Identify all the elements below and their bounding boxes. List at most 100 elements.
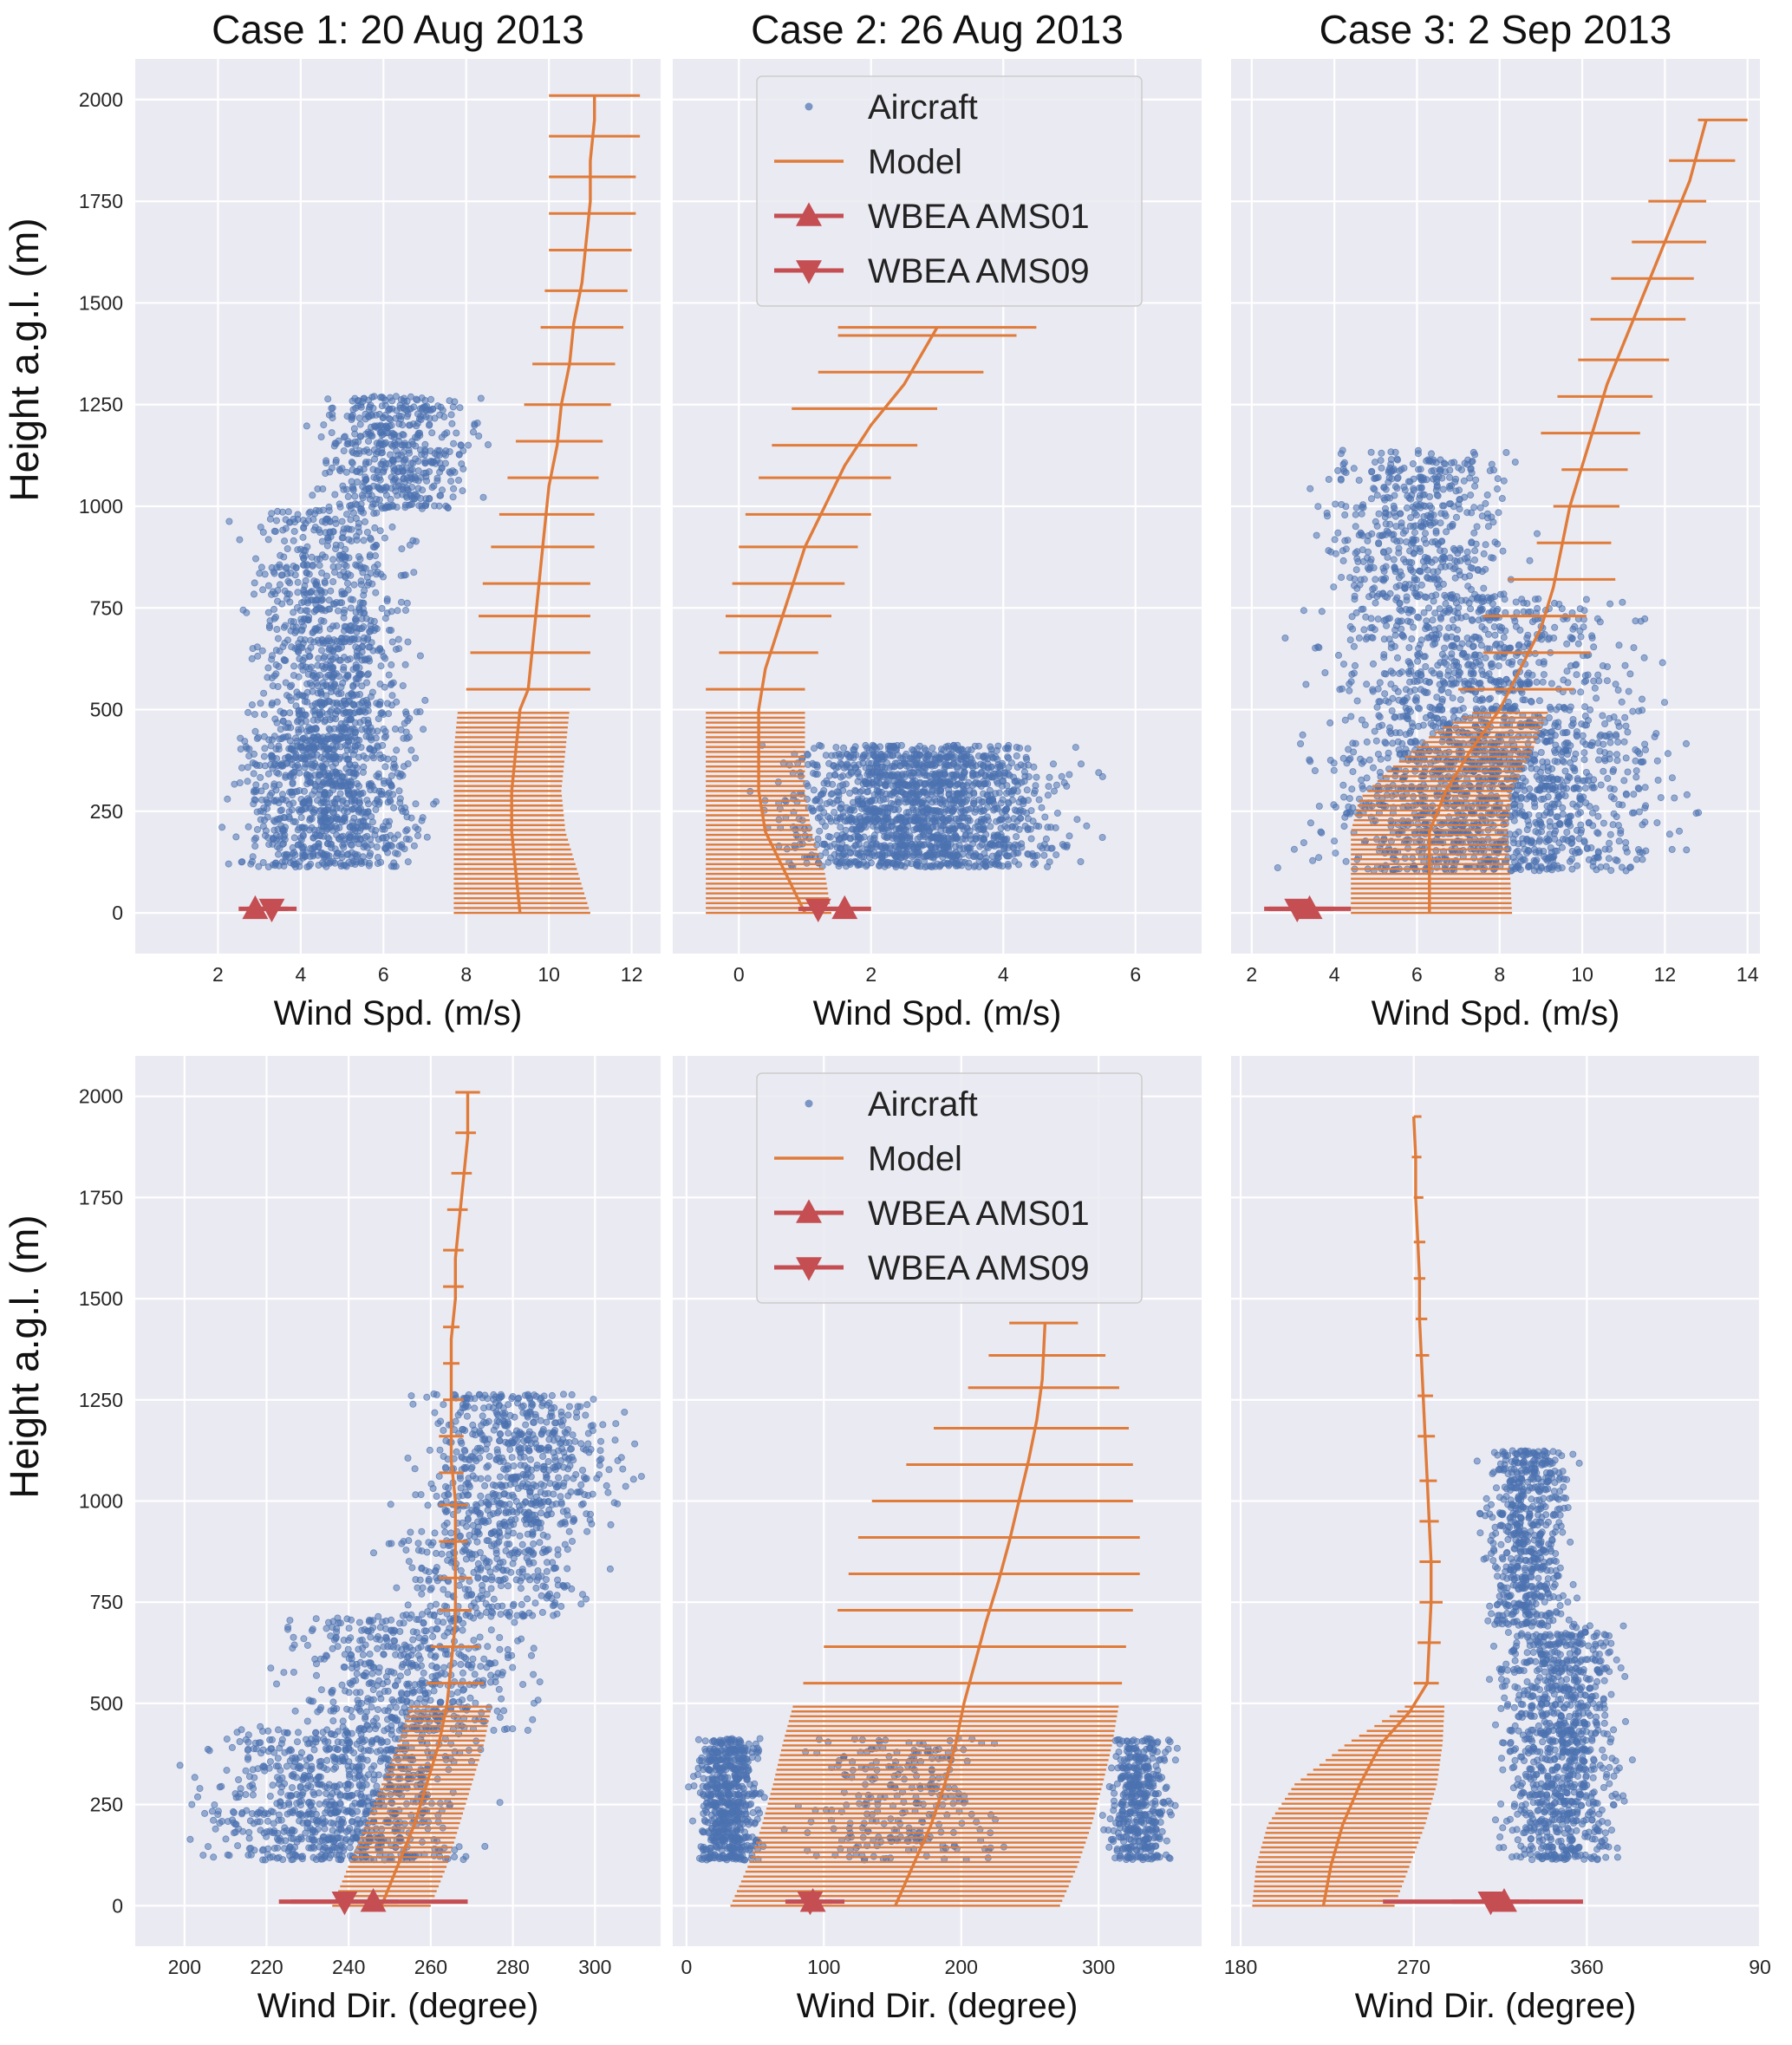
model-profile-line (757, 326, 939, 914)
aircraft-point (391, 850, 399, 857)
aircraft-point (822, 752, 830, 759)
aircraft-point (422, 499, 430, 507)
aircraft-point (890, 860, 898, 868)
aircraft-point (275, 746, 283, 753)
aircraft-point (278, 600, 286, 608)
aircraft-point (897, 814, 905, 822)
aircraft-point (322, 516, 329, 524)
aircraft-point (340, 723, 348, 731)
aircraft-point (1011, 841, 1019, 849)
x-tick-label: 4 (295, 963, 306, 986)
aircraft-point (392, 393, 400, 401)
aircraft-point (311, 806, 319, 814)
aircraft-point (301, 582, 309, 589)
aircraft-point (326, 823, 334, 830)
y-tick-label: 1250 (79, 394, 123, 416)
aircraft-point (251, 711, 258, 719)
aircraft-point (355, 671, 363, 679)
aircraft-point (281, 639, 289, 647)
aircraft-point (383, 596, 391, 603)
aircraft-point (916, 771, 923, 778)
aircraft-point (817, 791, 824, 798)
aircraft-point (954, 780, 961, 788)
aircraft-point (261, 570, 269, 578)
aircraft-point (955, 759, 962, 767)
aircraft-point (352, 404, 360, 412)
aircraft-point (381, 439, 389, 446)
aircraft-point (313, 832, 321, 840)
aircraft-point (299, 851, 307, 859)
aircraft-point (365, 643, 373, 651)
y-tick-label: 250 (90, 800, 123, 823)
aircraft-point (310, 673, 317, 681)
aircraft-point (365, 413, 373, 420)
aircraft-point (320, 799, 328, 807)
aircraft-point (864, 752, 872, 760)
aircraft-point (1035, 796, 1043, 804)
aircraft-point (421, 396, 429, 404)
aircraft-point (935, 844, 943, 852)
aircraft-point (1593, 829, 1601, 837)
aircraft-point (968, 756, 975, 764)
aircraft-point (942, 826, 950, 834)
aircraft-point (1311, 767, 1319, 775)
aircraft-point (1058, 772, 1065, 780)
aircraft-point (366, 553, 374, 561)
aircraft-point (1561, 767, 1569, 775)
aircraft-point (334, 645, 342, 653)
aircraft-point (332, 519, 340, 527)
aircraft-point (431, 450, 439, 458)
x-tick-label: 6 (1130, 963, 1141, 986)
aircraft-point (342, 741, 349, 749)
aircraft-point (225, 860, 232, 868)
aircraft-point (368, 736, 375, 744)
aircraft-point (427, 459, 435, 466)
aircraft-point (349, 459, 356, 467)
aircraft-point (873, 816, 881, 824)
aircraft-point (359, 768, 367, 776)
model-errorbars-upper (706, 326, 1037, 691)
aircraft-point (479, 493, 487, 501)
aircraft-point (274, 507, 282, 515)
aircraft-point (277, 822, 285, 830)
aircraft-point (302, 760, 310, 768)
aircraft-point (321, 737, 329, 745)
aircraft-point (951, 744, 959, 752)
aircraft-point (403, 599, 411, 607)
aircraft-point (269, 765, 277, 772)
aircraft-point (1044, 791, 1052, 799)
aircraft-point (386, 394, 394, 401)
aircraft-point (959, 813, 967, 821)
aircraft-point (987, 823, 994, 830)
aircraft-point (236, 536, 244, 544)
aircraft-point (451, 468, 459, 476)
aircraft-point (397, 452, 405, 459)
aircraft-point (996, 764, 1004, 772)
aircraft-point (987, 764, 995, 772)
aircraft-point (325, 646, 333, 654)
aircraft-point (345, 859, 353, 867)
aircraft-point (1374, 751, 1382, 759)
aircraft-point (901, 782, 909, 790)
aircraft-point (897, 788, 905, 796)
aircraft-point (459, 465, 467, 472)
aircraft-point (357, 500, 365, 508)
aircraft-point (363, 699, 371, 707)
aircraft-point (895, 805, 903, 813)
aircraft-point (303, 599, 311, 607)
aircraft-point (939, 778, 947, 786)
aircraft-point (367, 536, 375, 544)
aircraft-point (298, 618, 306, 626)
aircraft-point (1330, 766, 1338, 774)
aircraft-point (295, 707, 303, 715)
aircraft-point (981, 836, 988, 843)
aircraft-point (952, 843, 960, 850)
aircraft-point (368, 688, 376, 696)
aircraft-point (381, 763, 389, 771)
aircraft-point (273, 698, 281, 706)
plot-area (706, 326, 1106, 922)
aircraft-point (841, 817, 849, 825)
aircraft-point (944, 843, 952, 851)
